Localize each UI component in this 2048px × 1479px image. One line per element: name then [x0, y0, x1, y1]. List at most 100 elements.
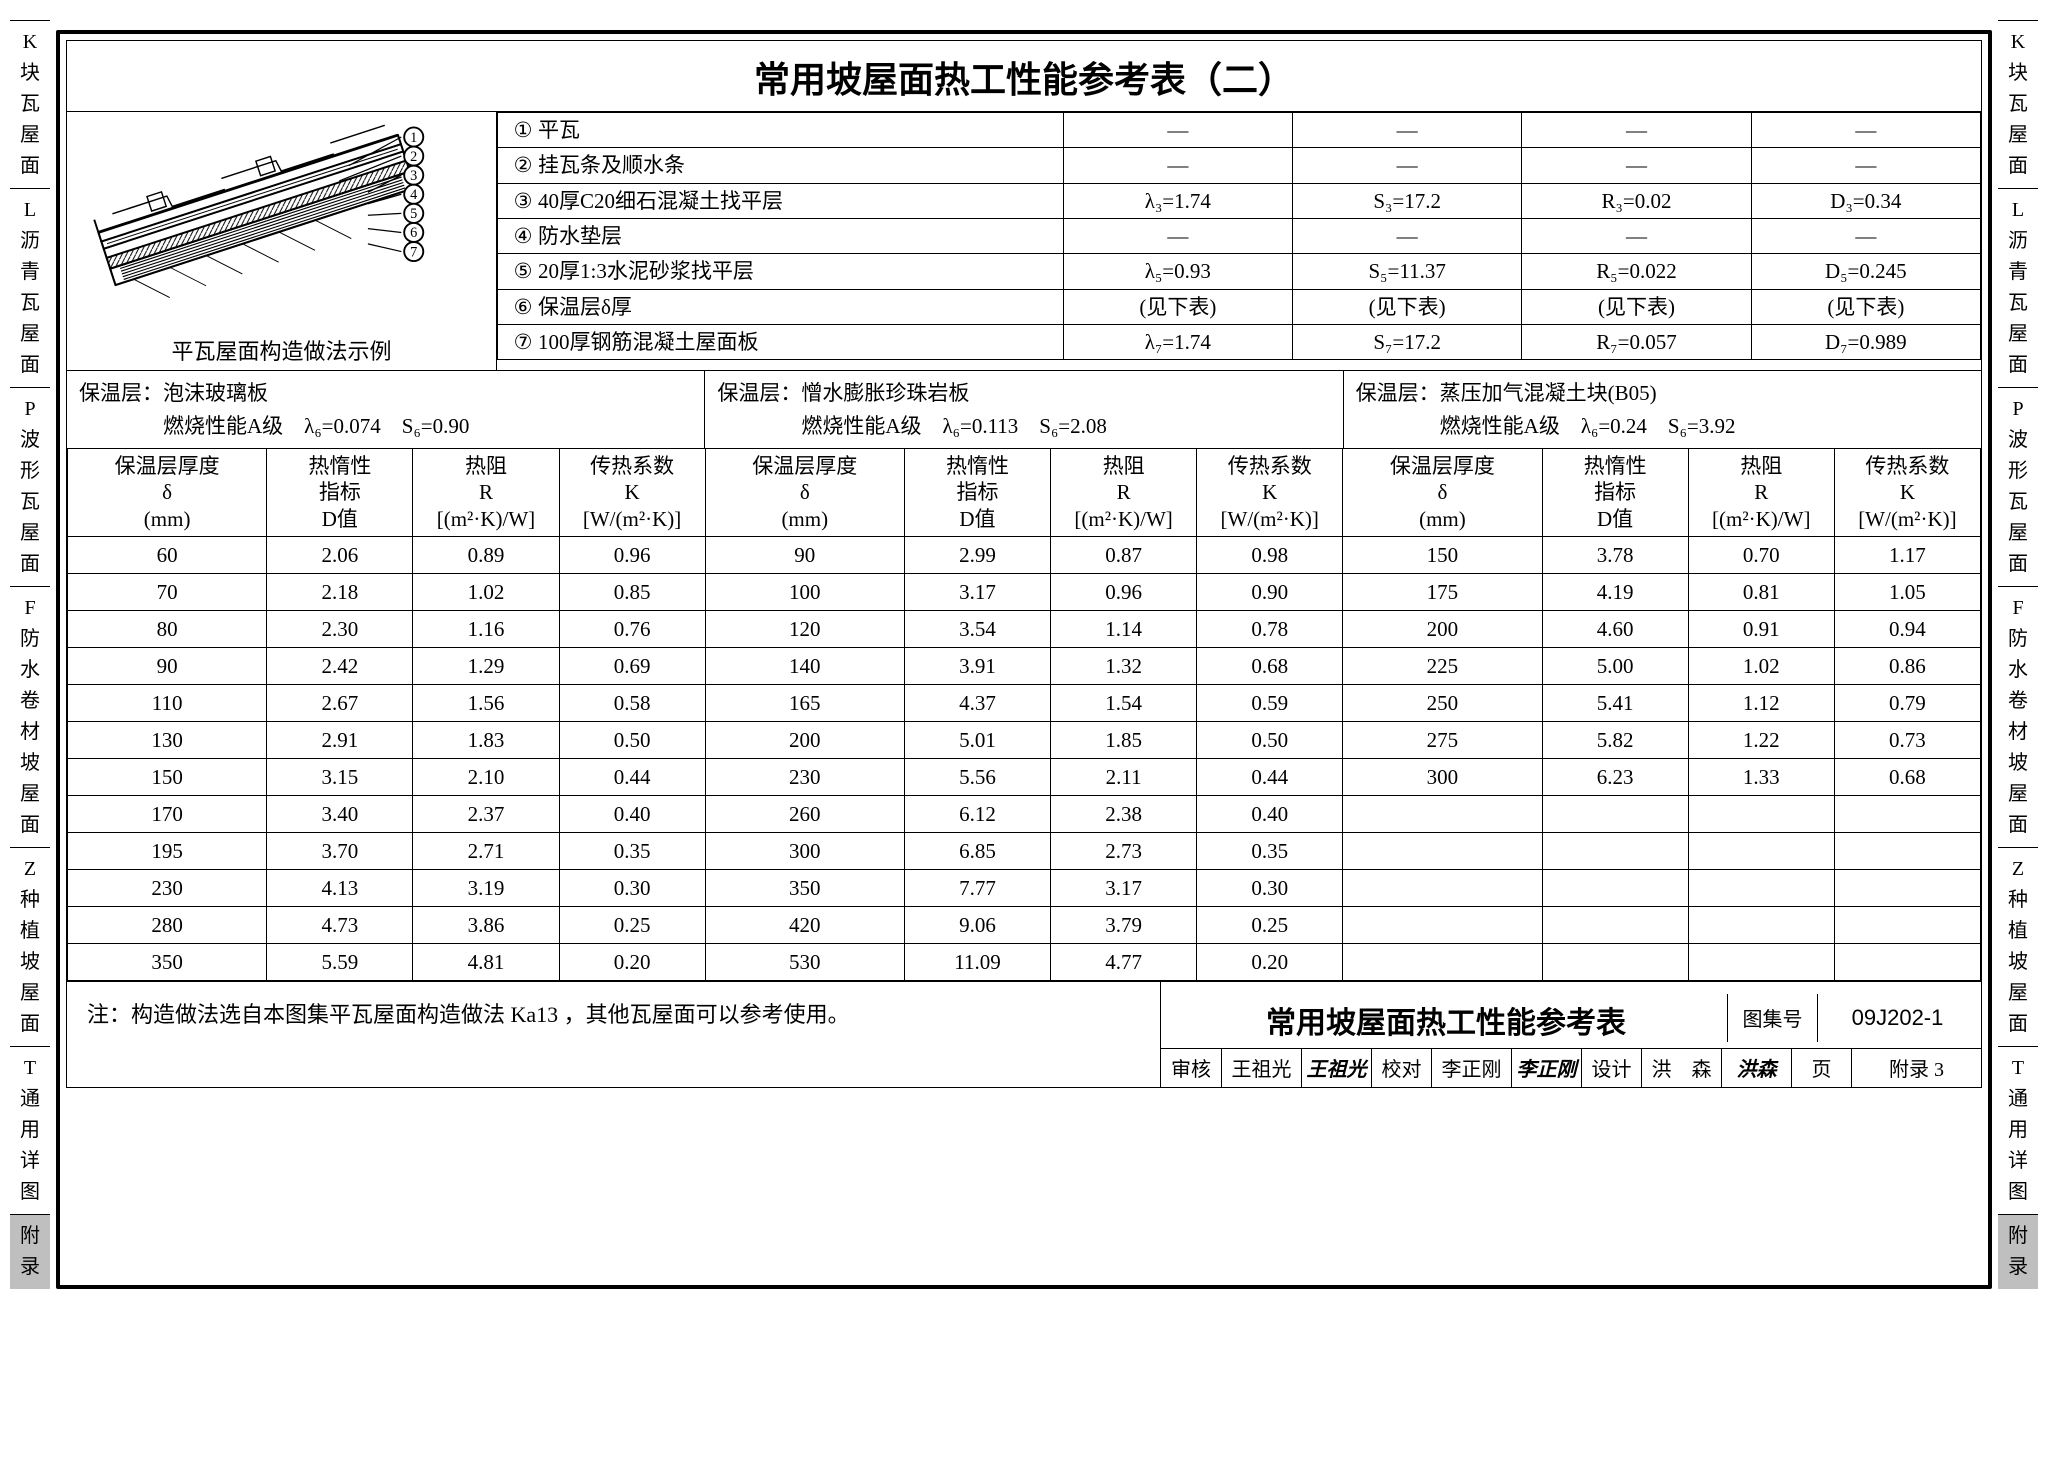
data-cell: 420	[705, 906, 904, 943]
data-cell: 4.60	[1542, 610, 1688, 647]
layer-value: (见下表)	[1751, 289, 1980, 324]
data-cell	[1834, 943, 1980, 980]
data-cell: 0.35	[559, 832, 705, 869]
layer-value: —	[1522, 113, 1751, 148]
data-cell: 1.56	[413, 684, 559, 721]
title-block: 常用坡屋面热工性能参考表 图集号 09J202-1 审核王祖光王祖光校对李正刚李…	[1161, 982, 1981, 1087]
side-tab: 附录	[10, 1214, 50, 1289]
svg-text:7: 7	[410, 244, 417, 260]
page-container: K块瓦屋面L沥青瓦屋面P波形瓦屋面F防水卷材坡屋面Z种植坡屋面T通用详图附录 常…	[10, 20, 2038, 1289]
column-header: 传热系数K[W/(m²·K)]	[559, 449, 705, 537]
column-header: 热惰性指标D值	[1542, 449, 1688, 537]
layer-desc: ④防水垫层	[498, 219, 1064, 254]
data-cell: 4.77	[1051, 943, 1197, 980]
data-cell	[1834, 795, 1980, 832]
data-cell: 300	[1343, 758, 1542, 795]
data-cell: 200	[1343, 610, 1542, 647]
data-cell: 170	[68, 795, 267, 832]
layer-value: D₇=0.989	[1751, 325, 1980, 360]
data-cell: 4.73	[267, 906, 413, 943]
data-cell: 1.85	[1051, 721, 1197, 758]
layer-value: λ₇=1.74	[1063, 325, 1292, 360]
data-cell	[1688, 869, 1834, 906]
layer-value: —	[1063, 148, 1292, 183]
side-tab: P波形瓦屋面	[10, 387, 50, 586]
data-cell: 1.16	[413, 610, 559, 647]
data-cell: 0.86	[1834, 647, 1980, 684]
roof-section-diagram: 1 2 3 4 5 6 7	[72, 116, 492, 326]
data-cell: 3.17	[904, 573, 1050, 610]
data-cell: 0.50	[1197, 721, 1343, 758]
data-cell: 3.19	[413, 869, 559, 906]
page-number: 附录 3	[1851, 1049, 1981, 1087]
data-cell: 0.73	[1834, 721, 1980, 758]
data-cell	[1688, 795, 1834, 832]
role-name: 洪 森	[1641, 1049, 1721, 1087]
layer-value: R₅=0.022	[1522, 254, 1751, 289]
column-header: 保温层厚度δ(mm)	[1343, 449, 1542, 537]
layer-value: —	[1522, 219, 1751, 254]
data-cell: 0.70	[1688, 536, 1834, 573]
layer-desc: ⑦100厚钢筋混凝土屋面板	[498, 325, 1064, 360]
data-cell: 260	[705, 795, 904, 832]
layer-value: —	[1293, 219, 1522, 254]
data-cell: 0.25	[1197, 906, 1343, 943]
data-cell	[1542, 795, 1688, 832]
layer-value: —	[1063, 219, 1292, 254]
data-cell: 350	[68, 943, 267, 980]
column-header: 热阻R[(m²·K)/W]	[1051, 449, 1197, 537]
material-header-row: 保温层：泡沫玻璃板 燃烧性能A级 λ₆=0.074 S₆=0.90保温层：憎水膨…	[67, 370, 1981, 448]
layer-value: —	[1751, 148, 1980, 183]
column-header: 热惰性指标D值	[904, 449, 1050, 537]
role-name: 王祖光	[1221, 1049, 1301, 1087]
data-cell: 5.01	[904, 721, 1050, 758]
data-cell: 3.17	[1051, 869, 1197, 906]
data-cell: 0.91	[1688, 610, 1834, 647]
data-cell: 0.68	[1834, 758, 1980, 795]
data-cell: 4.37	[904, 684, 1050, 721]
data-cell: 0.58	[559, 684, 705, 721]
data-cell	[1343, 832, 1542, 869]
column-header: 热阻R[(m²·K)/W]	[1688, 449, 1834, 537]
role-label: 设计	[1581, 1049, 1641, 1087]
data-cell: 275	[1343, 721, 1542, 758]
data-cell: 1.29	[413, 647, 559, 684]
data-cell: 0.98	[1197, 536, 1343, 573]
side-tab: L沥青瓦屋面	[10, 188, 50, 387]
svg-text:2: 2	[410, 149, 417, 165]
layer-value: —	[1751, 113, 1980, 148]
drawing-frame: 常用坡屋面热工性能参考表（二）	[56, 30, 1992, 1289]
column-header: 保温层厚度δ(mm)	[705, 449, 904, 537]
role-name: 李正刚	[1431, 1049, 1511, 1087]
data-cell: 1.32	[1051, 647, 1197, 684]
page-title: 常用坡屋面热工性能参考表（二）	[67, 41, 1981, 111]
data-cell: 6.23	[1542, 758, 1688, 795]
data-cell: 1.83	[413, 721, 559, 758]
data-cell	[1542, 906, 1688, 943]
layer-value: —	[1063, 113, 1292, 148]
data-cell: 0.30	[1197, 869, 1343, 906]
data-cell: 2.73	[1051, 832, 1197, 869]
signature: 李正刚	[1511, 1049, 1581, 1087]
data-cell: 3.91	[904, 647, 1050, 684]
data-cell: 0.78	[1197, 610, 1343, 647]
material-header: 保温层：泡沫玻璃板 燃烧性能A级 λ₆=0.074 S₆=0.90	[67, 371, 705, 448]
data-cell: 0.44	[1197, 758, 1343, 795]
layer-value: —	[1751, 219, 1980, 254]
side-tab: L沥青瓦屋面	[1998, 188, 2038, 387]
data-cell: 0.40	[559, 795, 705, 832]
footer: 注：构造做法选自本图集平瓦屋面构造做法 Ka13 ，其他瓦屋面可以参考使用。 常…	[67, 981, 1981, 1087]
data-cell: 7.77	[904, 869, 1050, 906]
svg-text:1: 1	[410, 130, 417, 146]
side-tab: T通用详图	[1998, 1046, 2038, 1214]
data-cell	[1688, 832, 1834, 869]
data-cell: 1.14	[1051, 610, 1197, 647]
data-cell: 90	[705, 536, 904, 573]
title-block-title: 常用坡屋面热工性能参考表	[1165, 994, 1727, 1042]
data-cell	[1343, 795, 1542, 832]
layer-value: —	[1293, 148, 1522, 183]
data-cell	[1343, 943, 1542, 980]
side-tab: K块瓦屋面	[1998, 20, 2038, 188]
side-tabs-right: K块瓦屋面L沥青瓦屋面P波形瓦屋面F防水卷材坡屋面Z种植坡屋面T通用详图附录	[1998, 20, 2038, 1289]
data-cell: 5.56	[904, 758, 1050, 795]
